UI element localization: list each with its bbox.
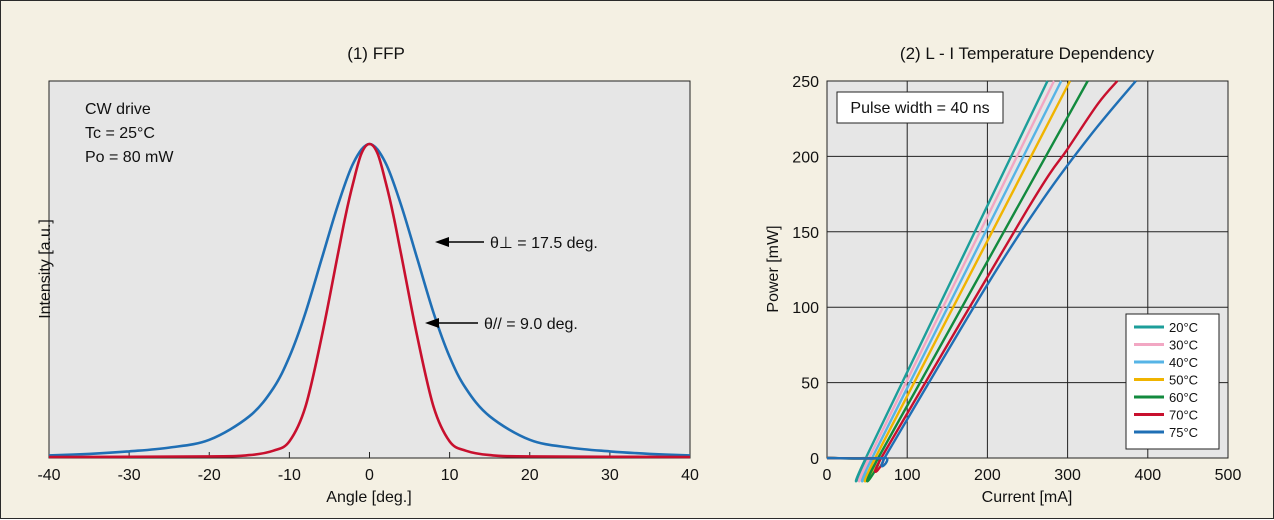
li-legend-label: 30°C [1169,338,1198,353]
li-legend-label: 75°C [1169,425,1198,440]
li-y-tick-label: 100 [792,300,819,317]
li-x-tick-label: 200 [974,467,1001,484]
li-y-axis-label: Power [mW] [765,225,782,312]
ffp-x-axis-label: Angle [deg.] [326,489,411,506]
li-legend-label: 70°C [1169,408,1198,423]
ffp-chart-title: (1) FFP [347,44,405,63]
ffp-series [48,142,691,459]
ffp-parallel-annotation: θ// = 9.0 deg. [425,316,578,333]
li-legend-label: 60°C [1169,390,1198,405]
ffp-condition-power: Po = 80 mW [85,149,174,166]
li-x-tick-label: 500 [1215,467,1242,484]
li-legend: 20°C 30°C 40°C 50°C 60°C 70°C 75°C [1134,320,1198,440]
ffp-perpendicular-annotation: θ⊥ = 17.5 deg. [435,235,598,252]
li-y-tick-label: 50 [801,376,819,393]
ffp-y-axis-label: Intensity [a.u.] [37,219,54,319]
ffp-x-tick-label: 20 [521,467,539,484]
li-x-tick-label: 400 [1134,467,1161,484]
ffp-condition-drive: CW drive [85,101,151,118]
li-chart-title: (2) L - I Temperature Dependency [900,44,1155,63]
ffp-x-tick-label: 30 [601,467,619,484]
ffp-x-tick-label: 10 [441,467,459,484]
ffp-condition-temperature: Tc = 25°C [85,125,155,142]
li-y-tick-label: 200 [792,149,819,166]
li-legend-label: 20°C [1169,320,1198,335]
ffp-parallel-line [48,142,691,459]
ffp-x-ticks: -40 -30 -20 -10 0 10 20 30 40 [37,452,699,484]
li-pulse-note: Pulse width = 40 ns [850,100,989,117]
ffp-parallel-arrowhead [425,318,439,328]
ffp-x-tick-label: 40 [681,467,699,484]
ffp-x-tick-label: 0 [365,467,374,484]
li-x-axis-label: Current [mA] [982,489,1073,506]
li-y-tick-label: 250 [792,74,819,91]
li-x-tick-label: 300 [1054,467,1081,484]
li-series-line [826,80,1137,468]
ffp-x-tick-label: -30 [118,467,141,484]
ffp-x-tick-label: -10 [278,467,301,484]
ffp-x-tick-label: -20 [198,467,221,484]
li-x-tick-label: 0 [823,467,832,484]
li-legend-label: 40°C [1169,355,1198,370]
li-y-tick-label: 0 [810,451,819,468]
li-axis-ticks: 0 100 200 300 400 500 0 50 100 150 200 250 [792,74,1241,484]
li-y-tick-label: 150 [792,225,819,242]
li-pulse-note-box [836,91,1004,124]
li-x-tick-label: 100 [894,467,921,484]
li-legend-label: 50°C [1169,373,1198,388]
ffp-perpendicular-label: θ⊥ = 17.5 deg. [490,235,598,252]
ffp-perpendicular-arrowhead [435,237,449,247]
ffp-parallel-label: θ// = 9.0 deg. [484,316,578,333]
li-legend-box [1125,313,1220,450]
li-series [826,80,1137,483]
ffp-x-tick-label: -40 [37,467,60,484]
